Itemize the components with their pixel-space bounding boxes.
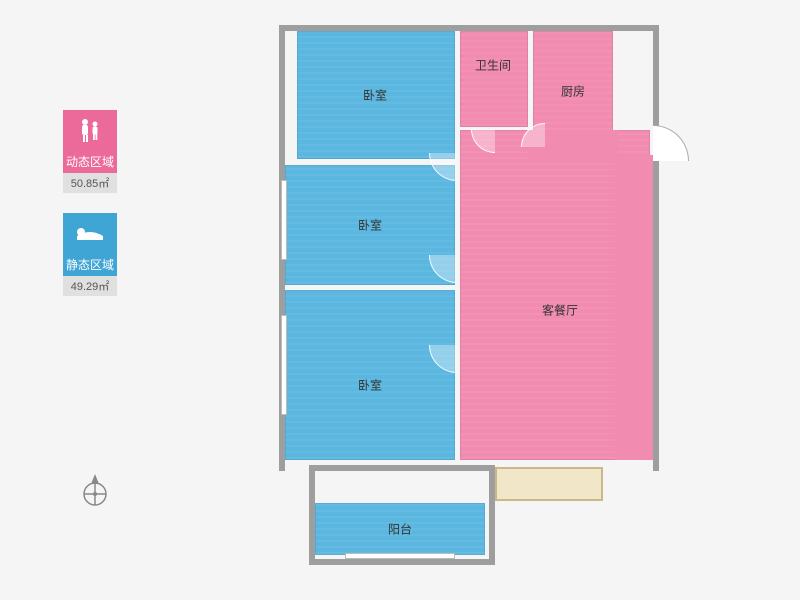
room-label-bedroom2: 卧室: [358, 217, 382, 234]
legend-static: 静态区域 49.29㎡: [55, 213, 125, 296]
room-label-bedroom1: 卧室: [363, 87, 387, 104]
room-label-living: 客餐厅: [542, 302, 578, 319]
people-icon: [63, 110, 117, 150]
balcony-right-floor: [495, 467, 603, 501]
room-label-kitchen: 厨房: [561, 83, 585, 100]
sleep-icon: [63, 213, 117, 253]
legend-static-title: 静态区域: [63, 253, 117, 276]
window: [345, 553, 455, 559]
compass-icon: [80, 470, 110, 515]
window: [281, 180, 287, 260]
floor-plan: 卧室卧室卧室阳台卫生间厨房客餐厅: [285, 25, 705, 575]
room-bathroom: [460, 31, 528, 127]
living-right-bump: [615, 155, 653, 460]
room-label-bathroom: 卫生间: [475, 57, 511, 74]
legend-panel: 动态区域 50.85㎡ 静态区域 49.29㎡: [55, 110, 125, 316]
legend-static-value: 49.29㎡: [63, 276, 117, 296]
legend-dynamic-title: 动态区域: [63, 150, 117, 173]
room-bedroom3: [285, 290, 455, 460]
room-label-balcony: 阳台: [388, 521, 412, 538]
window: [281, 315, 287, 415]
legend-dynamic: 动态区域 50.85㎡: [55, 110, 125, 193]
room-label-bedroom3: 卧室: [358, 377, 382, 394]
living-extension: [528, 130, 618, 160]
legend-dynamic-value: 50.85㎡: [63, 173, 117, 193]
front-door-icon: [653, 125, 689, 161]
